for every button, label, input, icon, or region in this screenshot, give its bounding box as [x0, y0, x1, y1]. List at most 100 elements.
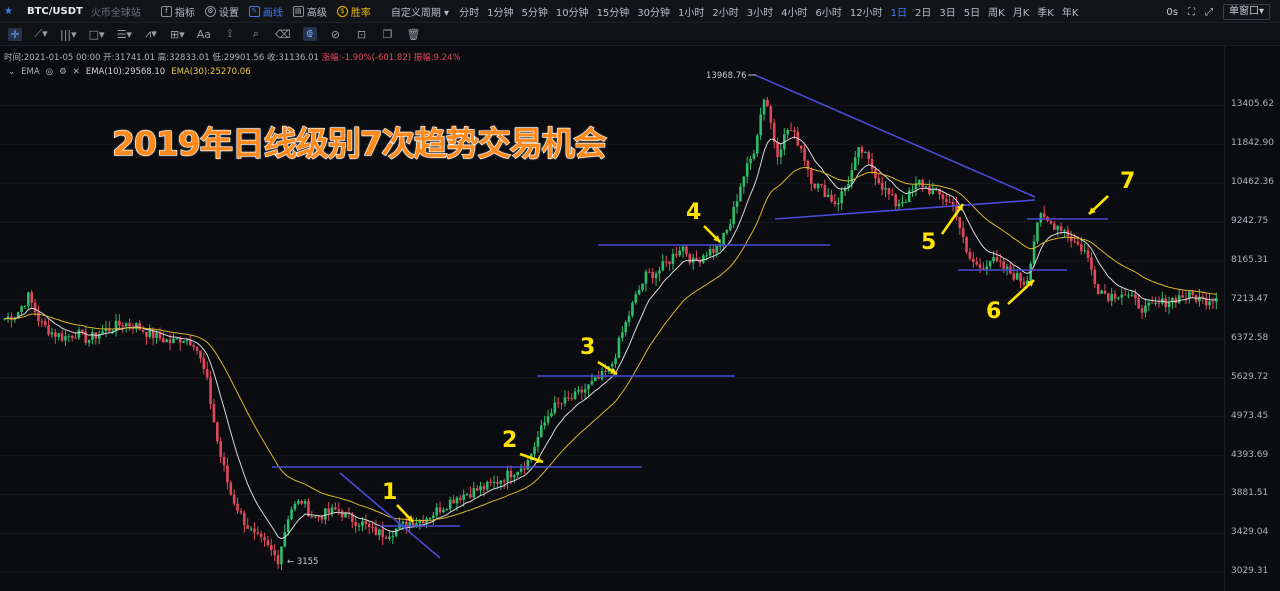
pair-name[interactable]: BTC/USDT: [26, 5, 83, 17]
text-tool-icon[interactable]: Aa: [196, 27, 211, 41]
candle-body: [570, 398, 573, 400]
advanced-button[interactable]: ▤ 高级: [292, 4, 327, 19]
close-icon[interactable]: ✕: [72, 67, 80, 77]
hide-drawings-icon[interactable]: ⊘: [330, 27, 341, 41]
crosshair-icon[interactable]: ✛: [8, 27, 22, 41]
price-chart[interactable]: 13968.76 ← 3155 1 2 3 4 5 6 7: [0, 46, 1225, 591]
candle-body: [840, 191, 843, 203]
candle-body: [43, 321, 47, 326]
interval-2[interactable]: 5分钟: [521, 7, 548, 19]
candle-body: [658, 270, 661, 274]
fib-tool-icon[interactable]: ☰▾: [116, 27, 132, 41]
candle-body: [276, 555, 280, 565]
candle-body: [357, 525, 361, 527]
candle-body: [67, 335, 71, 337]
trash-icon[interactable]: 🗑: [406, 27, 421, 41]
interval-17[interactable]: 月K: [1012, 7, 1030, 19]
candle-body: [1103, 290, 1107, 294]
expand-icon[interactable]: ⤢: [1204, 6, 1213, 18]
eye-icon[interactable]: ◎: [45, 67, 54, 77]
candle-body: [573, 391, 577, 399]
candle-body: [172, 338, 175, 344]
measure-tool-icon[interactable]: ⊞▾: [169, 27, 185, 41]
interval-10[interactable]: 6小时: [815, 7, 842, 19]
candle-body: [847, 184, 850, 188]
annotation-number: 1: [382, 480, 397, 505]
candle-body: [290, 509, 293, 520]
candle-body: [523, 468, 526, 470]
interval-5[interactable]: 30分钟: [637, 7, 671, 19]
interval-12[interactable]: 1日: [890, 7, 908, 19]
candle-body: [1167, 302, 1171, 308]
fullscreen-icon[interactable]: ⛶: [1187, 6, 1195, 18]
interval-15[interactable]: 5日: [963, 7, 981, 19]
settings-small-icon[interactable]: ⚙: [59, 67, 67, 77]
candle-body: [695, 257, 698, 261]
candle-body: [1177, 295, 1181, 303]
candle-body: [654, 273, 658, 279]
ema30-line: [4, 167, 1217, 522]
candle-body: [47, 325, 50, 335]
candle-body: [681, 246, 685, 251]
candle-body: [1144, 305, 1147, 313]
candle-body: [1100, 290, 1103, 294]
candle-body: [259, 533, 263, 537]
interval-16[interactable]: 周K: [988, 7, 1005, 19]
candle-body: [951, 202, 955, 205]
copy-icon[interactable]: ❐: [382, 27, 393, 41]
candle-body: [239, 511, 243, 513]
candle-body: [334, 507, 337, 510]
interval-7[interactable]: 2小时: [712, 7, 739, 19]
lock-icon[interactable]: ⊡: [356, 27, 367, 41]
interval-18[interactable]: 季K: [1037, 7, 1054, 19]
candle-body: [1154, 302, 1157, 304]
annotation-arrowhead: [536, 456, 543, 464]
candle-body: [972, 258, 975, 262]
candle-body: [1120, 294, 1124, 298]
window-mode-button[interactable]: 单窗口▾: [1222, 4, 1270, 20]
interval-9[interactable]: 4小时: [781, 7, 808, 19]
interval-3[interactable]: 10分钟: [555, 7, 589, 19]
candle-body: [887, 188, 891, 195]
candle-body: [27, 292, 30, 307]
interval-4[interactable]: 15分钟: [596, 7, 630, 19]
candle-body: [374, 527, 378, 536]
draw-line-button[interactable]: ✎ 画线: [248, 4, 283, 19]
right-controls: 0s ⛶ ⤢ 单窗口▾: [1166, 4, 1270, 20]
settings-button[interactable]: ⚙ 设置: [204, 4, 239, 19]
interval-13[interactable]: 2日: [915, 7, 932, 19]
candle-body: [502, 480, 506, 482]
indicator-button[interactable]: f 指标: [160, 4, 195, 19]
candle-body: [702, 255, 705, 263]
magnet-icon[interactable]: ⟟: [227, 27, 233, 40]
draw-mode-icon[interactable]: ⟃: [302, 27, 317, 41]
winrate-button[interactable]: $ 胜率: [336, 4, 371, 19]
interval-6[interactable]: 1小时: [678, 7, 705, 19]
interval-19[interactable]: 年K: [1061, 7, 1079, 19]
interval-14[interactable]: 3日: [939, 7, 956, 19]
wave-tool-icon[interactable]: ⩘▾: [145, 27, 157, 40]
favorite-star-icon[interactable]: ★: [4, 5, 13, 17]
candle-body: [958, 217, 962, 229]
candle-body: [877, 178, 881, 183]
interval-8[interactable]: 3小时: [746, 7, 774, 19]
ruler-icon[interactable]: ⌕: [252, 27, 260, 40]
collapse-icon[interactable]: ⌄: [8, 67, 16, 77]
candle-body: [20, 306, 23, 313]
rectangle-tool-icon[interactable]: □▾: [88, 27, 105, 41]
candle-body: [330, 507, 334, 514]
candle-body: [975, 261, 978, 265]
candle-body: [816, 183, 820, 188]
price-axis[interactable]: 13405.62 11842.90 10462.36 9242.75 8165.31 72…: [1224, 46, 1280, 591]
eraser-icon[interactable]: ⌫: [274, 27, 291, 41]
trendline-tool-icon[interactable]: ⟋▾: [34, 27, 48, 40]
candle-body: [408, 522, 411, 528]
interval-11[interactable]: 12小时: [849, 7, 883, 19]
custom-period-dropdown[interactable]: 自定义周期 ▾: [390, 7, 450, 19]
candle-body: [438, 507, 442, 513]
y-tick-label: 4973.45: [1231, 410, 1269, 421]
interval-1[interactable]: 1分钟: [487, 7, 514, 19]
interval-0[interactable]: 分时: [459, 7, 480, 19]
candle-body: [1130, 294, 1134, 296]
parallel-lines-icon[interactable]: |||▾: [60, 27, 77, 41]
